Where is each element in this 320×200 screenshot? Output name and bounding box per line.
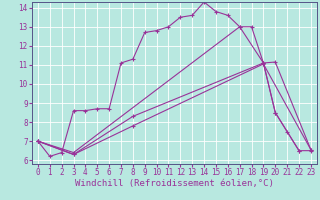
X-axis label: Windchill (Refroidissement éolien,°C): Windchill (Refroidissement éolien,°C) [75,179,274,188]
